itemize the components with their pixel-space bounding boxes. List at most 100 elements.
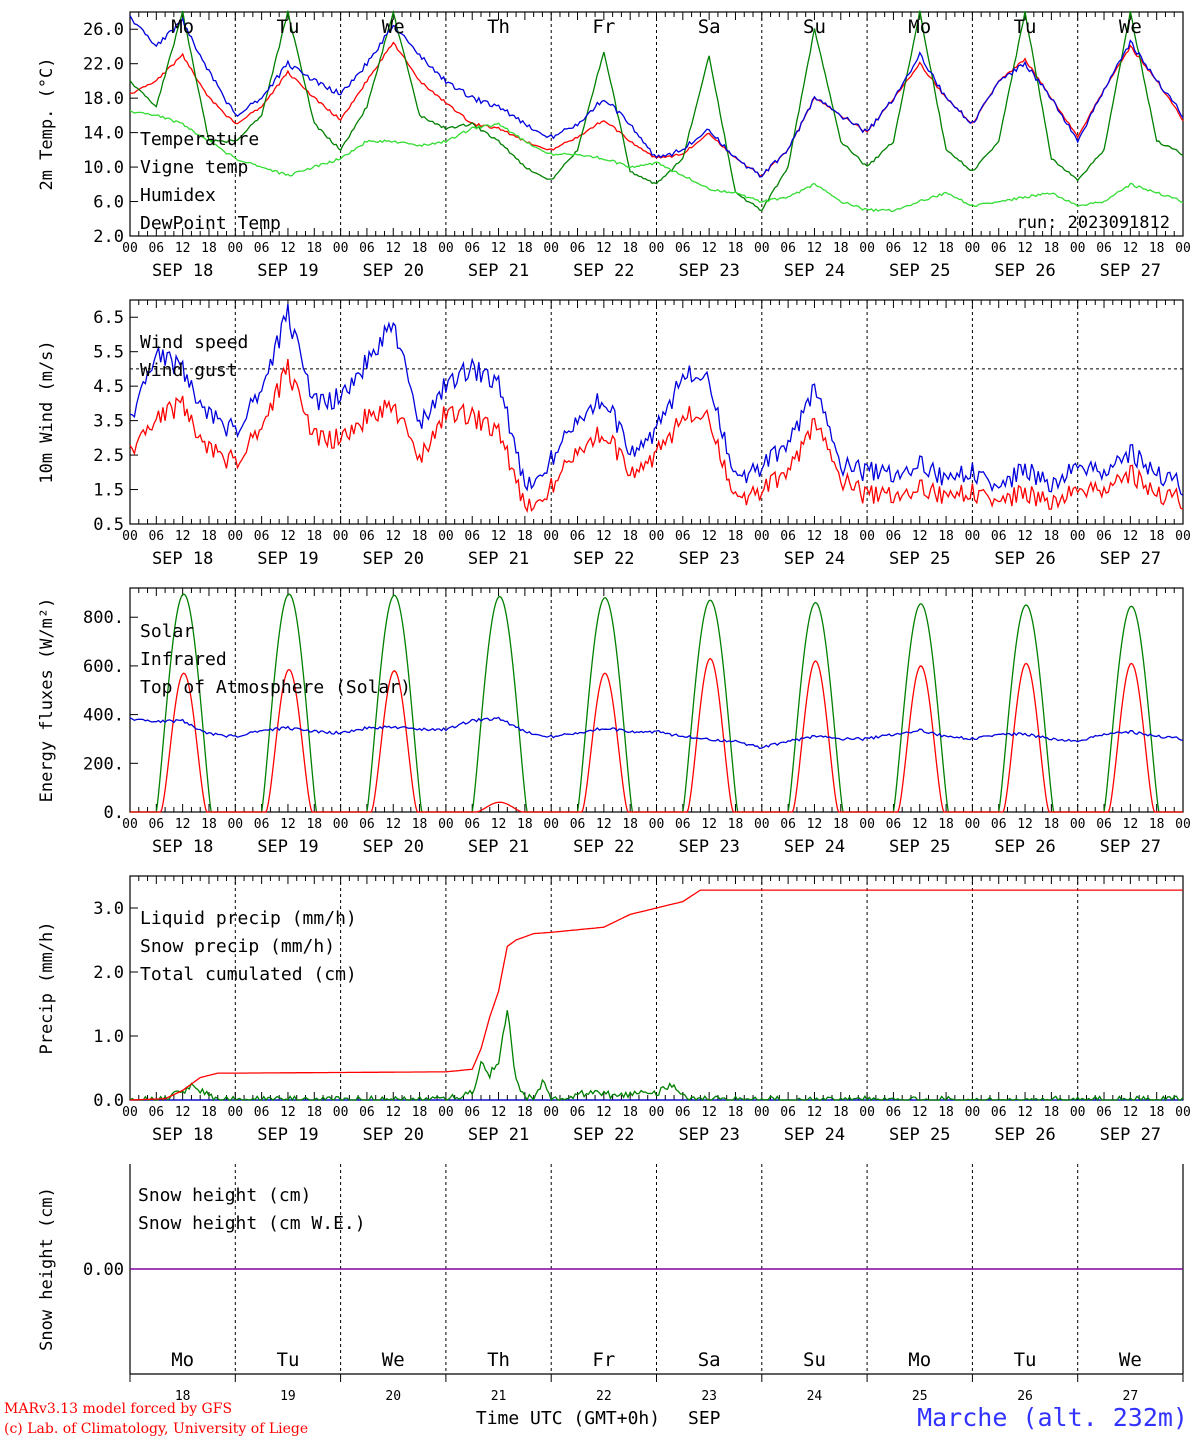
- hour-tick-label: 00: [543, 529, 559, 544]
- date-label: SEP 22: [573, 837, 634, 857]
- hour-tick-label: 12: [491, 817, 507, 832]
- y-axis-label: 2m Temp. (°C): [37, 57, 57, 190]
- date-label: SEP 19: [257, 261, 318, 281]
- hour-tick-label: 06: [780, 529, 796, 544]
- hour-tick-label: 12: [912, 529, 928, 544]
- hour-tick-label: 00: [859, 817, 875, 832]
- date-label: SEP 26: [994, 549, 1055, 569]
- weekday-label: Mo: [171, 1349, 194, 1371]
- y-axis-label: 10m Wind (m/s): [37, 340, 57, 483]
- panel-5: 0.00 Snow height (cm) Snow height (cm) Snow…: [37, 1164, 1184, 1404]
- series-line-liquid-precip-mm-h-: [129, 1010, 1184, 1102]
- hour-tick-label: 06: [780, 241, 796, 256]
- hour-tick-label: 12: [385, 529, 401, 544]
- hour-tick-label: 12: [807, 529, 823, 544]
- hour-tick-label: 12: [175, 241, 191, 256]
- date-label: SEP 23: [678, 1125, 739, 1145]
- hour-tick-label: 00: [649, 529, 665, 544]
- y-tick-label: 3.0: [93, 899, 124, 919]
- date-label: SEP 20: [363, 261, 424, 281]
- weekday-label: Su: [803, 1349, 826, 1371]
- y-tick-label: 3.5: [93, 412, 124, 432]
- hour-tick-label: 00: [649, 817, 665, 832]
- hour-tick-label: 12: [1017, 529, 1033, 544]
- hour-tick-label: 00: [859, 529, 875, 544]
- hour-tick-label: 00: [227, 1105, 243, 1120]
- y-axis-label: Snow height (cm): [37, 1187, 57, 1351]
- hour-tick-label: 06: [148, 1105, 164, 1120]
- y-tick-label: 0.5: [93, 515, 124, 535]
- weekday-label: Mo: [908, 16, 931, 38]
- date-label: SEP 24: [784, 837, 845, 857]
- hour-tick-label: 00: [965, 529, 981, 544]
- hour-tick-label: 00: [543, 817, 559, 832]
- hour-tick-label: 12: [280, 1105, 296, 1120]
- legend-entry: Infrared: [140, 649, 227, 670]
- hour-tick-label: 06: [254, 529, 270, 544]
- hour-tick-label: 18: [201, 241, 217, 256]
- hour-tick-label: 00: [754, 817, 770, 832]
- hour-tick-label: 00: [965, 1105, 981, 1120]
- hour-tick-label: 12: [701, 817, 717, 832]
- hour-tick-label: 12: [1123, 817, 1139, 832]
- model-credit: MARv3.13 model forced by GFS: [4, 1401, 232, 1417]
- date-label: SEP 18: [152, 549, 213, 569]
- hour-tick-label: 06: [991, 1105, 1007, 1120]
- hour-tick-label: 06: [464, 1105, 480, 1120]
- y-tick-label: 200.: [83, 754, 124, 774]
- x-axis-title: Time UTC (GMT+0h): [476, 1408, 660, 1429]
- hour-tick-label: 00: [227, 529, 243, 544]
- y-tick-label: 400.: [83, 706, 124, 726]
- hour-tick-label: 18: [306, 241, 322, 256]
- date-label: SEP 21: [468, 837, 529, 857]
- hour-tick-label: 06: [359, 241, 375, 256]
- date-label: SEP 18: [152, 837, 213, 857]
- hour-tick-label: 00: [859, 1105, 875, 1120]
- hour-tick-label: 18: [833, 241, 849, 256]
- weekday-label: Tu: [277, 16, 300, 38]
- hour-tick-label: 00: [438, 817, 454, 832]
- date-label: SEP 21: [468, 1125, 529, 1145]
- hour-tick-label: 06: [1096, 529, 1112, 544]
- hour-tick-label: 06: [148, 529, 164, 544]
- date-label: SEP 25: [889, 837, 950, 857]
- copyright-credit: (c) Lab. of Climatology, University of L…: [4, 1421, 308, 1437]
- hour-tick-label: 18: [622, 817, 638, 832]
- panel-4: 00 06 12 18 SEP 18 00 06 12 18 SEP 19 00 06 12 18 SEP …: [37, 875, 1191, 1145]
- date-label: SEP 26: [994, 837, 1055, 857]
- weekday-label: Fr: [592, 16, 615, 38]
- hour-tick-label: 12: [912, 1105, 928, 1120]
- legend-entry: Liquid precip (mm/h): [140, 908, 357, 929]
- hour-tick-label: 06: [464, 241, 480, 256]
- hour-tick-label: 12: [280, 241, 296, 256]
- hour-tick-label: 18: [622, 1105, 638, 1120]
- hour-tick-label: 18: [517, 817, 533, 832]
- hour-tick-label: 00: [333, 817, 349, 832]
- date-label: SEP 20: [363, 549, 424, 569]
- date-label: SEP 20: [363, 1125, 424, 1145]
- hour-tick-label: 12: [1123, 529, 1139, 544]
- date-label: SEP 25: [889, 261, 950, 281]
- date-label: SEP 24: [784, 1125, 845, 1145]
- y-tick-label: 2.5: [93, 446, 124, 466]
- y-tick-label: 2.0: [93, 963, 124, 983]
- hour-tick-label: 06: [886, 817, 902, 832]
- hour-tick-label: 12: [280, 529, 296, 544]
- hour-tick-label: 18: [833, 817, 849, 832]
- series-line-wind-gust: [129, 303, 1184, 496]
- hour-tick-label: 00: [1070, 817, 1086, 832]
- hour-tick-label: 18: [306, 1105, 322, 1120]
- series-line-total-cumulated-cm-: [129, 889, 1183, 1101]
- hour-tick-label: 12: [280, 817, 296, 832]
- date-label: SEP 27: [1100, 549, 1161, 569]
- hour-tick-label: 06: [886, 1105, 902, 1120]
- hour-tick-label: 00: [1070, 241, 1086, 256]
- legend-entry: Vigne temp: [140, 157, 248, 178]
- date-label: SEP 22: [573, 549, 634, 569]
- hour-tick-label: 18: [728, 529, 744, 544]
- x-axis-month: SEP: [688, 1408, 721, 1429]
- hour-tick-label: 18: [1044, 1105, 1060, 1120]
- date-label: SEP 19: [257, 837, 318, 857]
- y-tick-label: 14.0: [83, 124, 124, 144]
- hour-tick-label: 18: [517, 1105, 533, 1120]
